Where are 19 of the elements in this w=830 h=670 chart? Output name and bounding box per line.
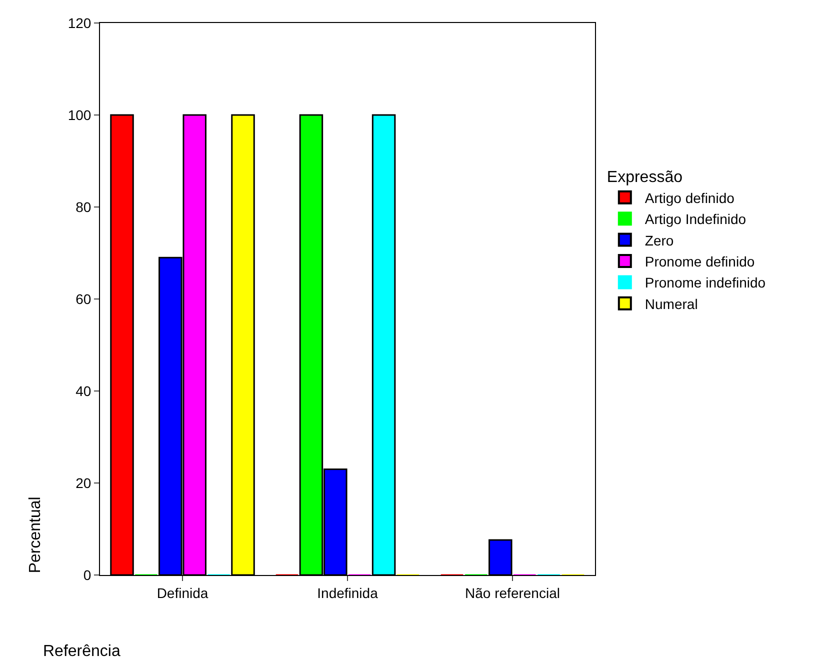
legend-label: Zero bbox=[644, 232, 674, 248]
x-tick-label: Não referencial bbox=[465, 584, 560, 601]
y-tick-label: 80 bbox=[76, 198, 92, 215]
y-tick-label: 0 bbox=[83, 566, 92, 583]
x-tick-label: Definida bbox=[156, 584, 208, 601]
x-tick-label: Indefinida bbox=[317, 584, 378, 601]
legend-title: Expressão bbox=[606, 168, 683, 186]
y-tick-label: 60 bbox=[76, 290, 92, 307]
y-tick-label: 20 bbox=[76, 474, 92, 491]
legend-label: Pronome indefinido bbox=[644, 274, 766, 291]
y-axis-title: Percentual bbox=[27, 496, 44, 574]
y-tick-label: 40 bbox=[76, 382, 92, 399]
x-axis-title: Referência bbox=[43, 643, 120, 660]
y-tick-label: 120 bbox=[68, 14, 92, 31]
legend-label: Artigo Indefinido bbox=[644, 211, 746, 228]
y-tick-label: 100 bbox=[68, 106, 92, 123]
legend-label: Numeral bbox=[644, 296, 698, 312]
legend-label: Pronome definido bbox=[644, 253, 755, 270]
legend-label: Artigo definido bbox=[644, 190, 735, 206]
